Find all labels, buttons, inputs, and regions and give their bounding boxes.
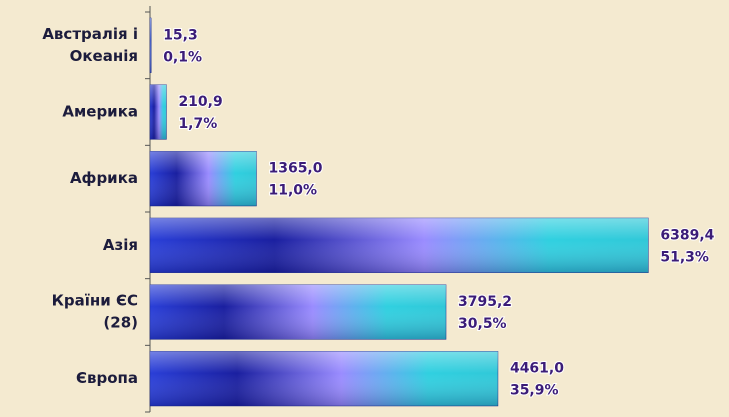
category-label: (28): [103, 314, 138, 332]
bar-shine: [150, 351, 498, 406]
share-label: 11,0%: [268, 183, 317, 199]
value-label: 210,9: [178, 94, 222, 110]
category-label: Азія: [103, 236, 138, 254]
bar-shine: [150, 18, 152, 73]
value-label: 15,3: [163, 27, 198, 43]
bar-shine: [150, 151, 257, 206]
value-label: 4461,0: [510, 361, 564, 377]
bar-shine: [150, 218, 649, 273]
value-label: 6389,4: [660, 227, 714, 243]
share-label: 1,7%: [178, 116, 217, 132]
value-label: 1365,0: [268, 161, 322, 177]
category-label: Океанія: [70, 47, 138, 65]
bar-shine: [150, 284, 447, 340]
category-label: Африка: [70, 169, 138, 187]
bar-shine: [150, 84, 167, 140]
category-label: Європа: [76, 369, 138, 387]
share-label: 0,1%: [163, 49, 202, 65]
share-label: 30,5%: [458, 316, 507, 332]
value-label: 3795,2: [458, 294, 512, 310]
category-label: Країни ЄС: [52, 292, 138, 310]
share-label: 35,9%: [510, 383, 559, 399]
share-label: 51,3%: [660, 249, 709, 265]
category-label: Америка: [62, 103, 138, 121]
category-label: Австралія і: [42, 25, 138, 43]
